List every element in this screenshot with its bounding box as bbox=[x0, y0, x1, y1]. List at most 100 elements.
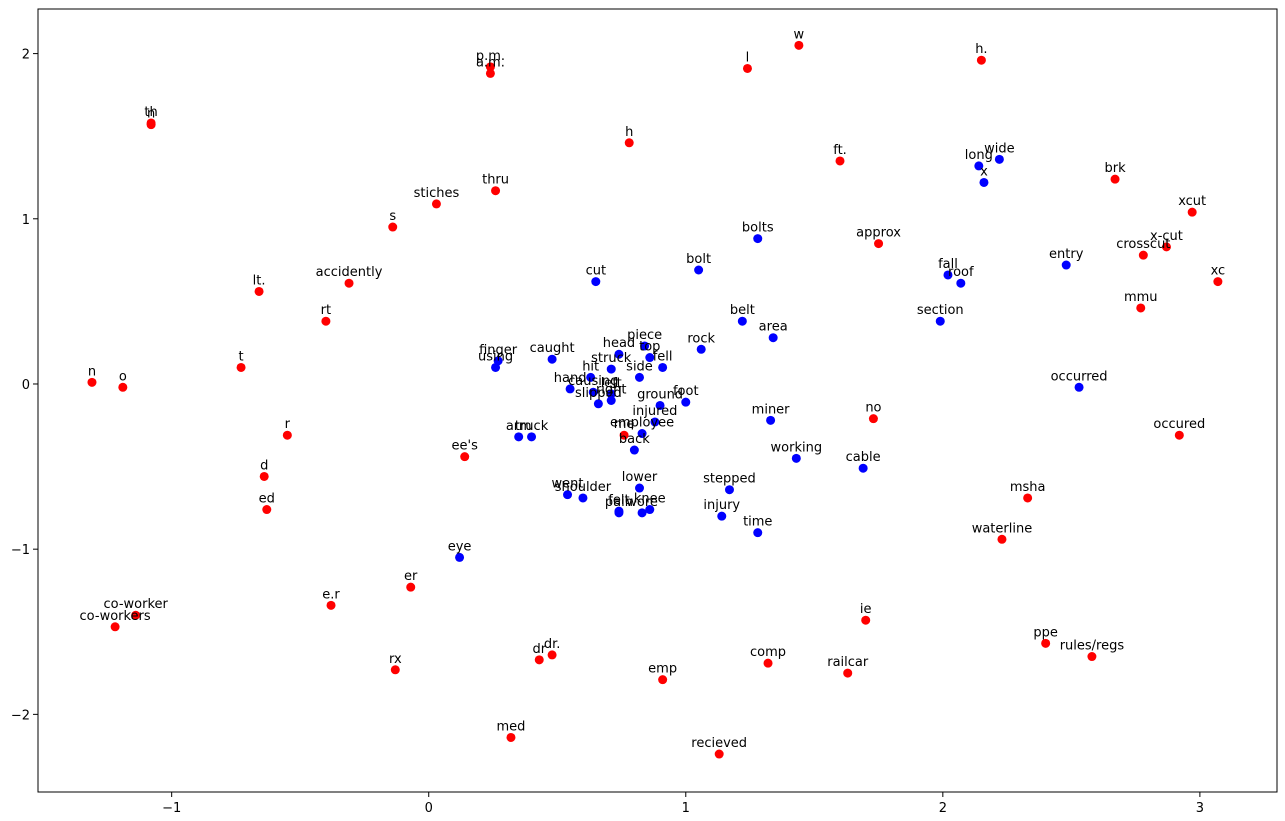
data-point bbox=[455, 552, 465, 562]
data-point bbox=[1136, 303, 1146, 313]
data-point-label: employee bbox=[610, 416, 674, 431]
y-tick-label: −1 bbox=[11, 543, 30, 558]
x-tick-label: 2 bbox=[939, 801, 947, 816]
data-point bbox=[714, 749, 724, 759]
data-point bbox=[326, 600, 336, 610]
data-point-label: thru bbox=[482, 173, 509, 188]
data-point-label: left bbox=[601, 376, 622, 391]
data-point bbox=[640, 341, 650, 351]
data-point bbox=[843, 668, 853, 678]
data-point-label: felt bbox=[608, 493, 629, 508]
data-point bbox=[624, 138, 634, 148]
data-point-label: wore bbox=[626, 495, 658, 510]
data-point-label: brk bbox=[1104, 161, 1126, 176]
data-point-label: section bbox=[917, 303, 964, 318]
data-point-label: r bbox=[285, 417, 291, 432]
data-point bbox=[979, 177, 989, 187]
data-point-label: knee bbox=[634, 492, 666, 507]
data-point bbox=[506, 732, 516, 742]
data-point-label: ft. bbox=[833, 143, 847, 158]
data-point bbox=[835, 156, 845, 166]
data-point-label: using bbox=[478, 349, 513, 364]
data-point bbox=[956, 278, 966, 288]
data-point bbox=[717, 511, 727, 521]
x-tick-label: 0 bbox=[425, 801, 433, 816]
data-point bbox=[1087, 652, 1097, 662]
data-point bbox=[606, 364, 616, 374]
data-point-label: roof bbox=[948, 265, 974, 280]
data-point-label: recieved bbox=[691, 736, 747, 751]
data-point bbox=[658, 675, 668, 685]
data-point-label: x bbox=[980, 164, 988, 179]
axes: −1 0 1 2 3 −2 −1 0 1 2 bbox=[11, 8, 1278, 816]
x-tick-label: −1 bbox=[162, 801, 181, 816]
data-point bbox=[321, 316, 331, 326]
data-point bbox=[681, 397, 691, 407]
data-point bbox=[344, 278, 354, 288]
data-point-label: n bbox=[147, 107, 155, 122]
data-point-label: a.m. bbox=[476, 55, 505, 70]
data-point-label: miner bbox=[752, 402, 791, 417]
data-point bbox=[650, 417, 660, 427]
data-point bbox=[491, 186, 501, 196]
data-point bbox=[645, 353, 655, 363]
data-point-label: finger bbox=[479, 343, 518, 358]
data-point-label: occurred bbox=[1051, 369, 1108, 384]
data-point-label: right bbox=[596, 383, 627, 398]
data-point bbox=[259, 471, 269, 481]
data-point bbox=[547, 354, 557, 364]
data-point-label: d bbox=[260, 458, 268, 473]
data-point bbox=[724, 485, 734, 495]
data-point bbox=[858, 463, 868, 473]
data-point-label: h bbox=[625, 125, 633, 140]
data-point-label: ie bbox=[860, 602, 872, 617]
data-point bbox=[997, 534, 1007, 544]
data-point bbox=[388, 222, 398, 232]
data-point-label: cable bbox=[846, 450, 881, 465]
data-point bbox=[694, 265, 704, 275]
data-point-label: lower bbox=[622, 470, 658, 485]
x-tick-label: 3 bbox=[1196, 801, 1204, 816]
data-point bbox=[635, 483, 645, 493]
data-point-label: s bbox=[389, 209, 396, 224]
data-point-label: rules/regs bbox=[1060, 639, 1125, 654]
data-point bbox=[485, 68, 495, 78]
data-point bbox=[619, 430, 629, 440]
data-point-label: caught bbox=[530, 341, 575, 356]
data-point bbox=[766, 415, 776, 425]
data-point-label: l bbox=[746, 50, 750, 65]
data-point-label: bolt bbox=[686, 252, 711, 267]
data-point bbox=[586, 372, 596, 382]
data-point-label: working bbox=[771, 440, 823, 455]
data-point-label: ee's bbox=[452, 439, 479, 454]
data-point bbox=[534, 655, 544, 665]
data-point bbox=[737, 316, 747, 326]
data-point-label: area bbox=[759, 320, 788, 335]
data-point-label: ppe bbox=[1033, 625, 1058, 640]
data-point-label: wide bbox=[984, 141, 1015, 156]
data-point bbox=[1187, 207, 1197, 217]
data-point-label: n bbox=[88, 364, 96, 379]
data-point-label: head bbox=[603, 336, 635, 351]
data-point bbox=[460, 452, 470, 462]
data-point bbox=[637, 429, 647, 439]
data-point bbox=[131, 610, 141, 620]
data-point bbox=[742, 63, 752, 73]
data-point-label: x-cut bbox=[1150, 229, 1183, 244]
data-point bbox=[655, 400, 665, 410]
data-point bbox=[791, 453, 801, 463]
data-point bbox=[645, 505, 655, 515]
data-point bbox=[1041, 638, 1051, 648]
data-point bbox=[763, 658, 773, 668]
data-point-label: injury bbox=[703, 498, 740, 513]
data-point bbox=[935, 316, 945, 326]
data-point-label: rock bbox=[687, 331, 715, 346]
data-point-label: e.r bbox=[322, 587, 340, 602]
data-point bbox=[696, 344, 706, 354]
data-point-label: lt. bbox=[253, 273, 266, 288]
data-point-label: xc bbox=[1211, 264, 1226, 279]
data-point bbox=[637, 508, 647, 518]
data-point-label: back bbox=[619, 432, 650, 447]
data-point bbox=[87, 377, 97, 387]
